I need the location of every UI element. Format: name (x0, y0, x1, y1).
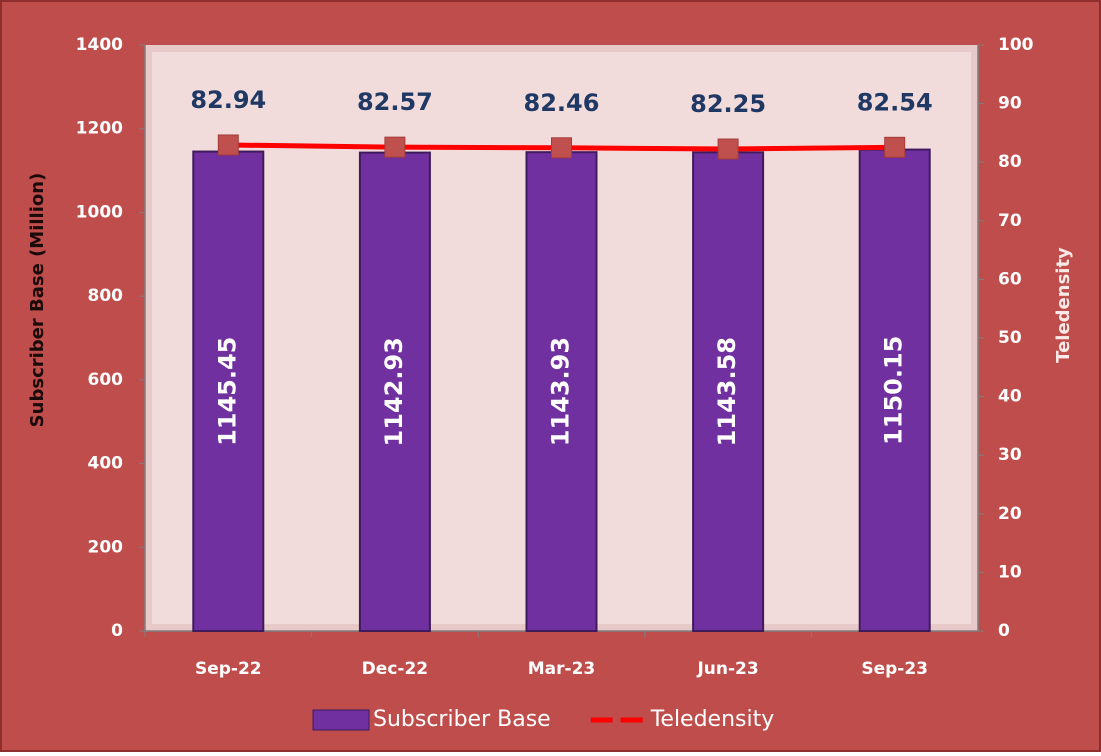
y2-tick-label: 40 (998, 387, 1022, 407)
y2-tick-label: 20 (998, 504, 1022, 524)
line-marker (551, 137, 572, 159)
y-tick-label: 1200 (76, 119, 123, 139)
line-marker (884, 136, 906, 158)
y-tick-label: 600 (88, 370, 124, 390)
line-value-label: 82.46 (524, 89, 600, 117)
y2-tick-label: 60 (998, 269, 1022, 289)
line-value-label: 82.25 (690, 90, 766, 118)
y-tick-label: 800 (88, 286, 124, 306)
legend-swatch (312, 709, 370, 731)
y-axis-title: Subscriber Base (Million) (27, 173, 48, 428)
y2-tick-label: 100 (998, 35, 1034, 55)
y2-axis-title: Teledensity (1053, 247, 1074, 363)
x-tick-label: Sep-22 (195, 659, 262, 679)
x-tick-label: Sep-23 (861, 659, 928, 679)
y-tick-label: 0 (111, 621, 123, 641)
bar (692, 151, 765, 632)
bar (525, 151, 598, 632)
y2-tick-label: 70 (998, 211, 1022, 231)
y2-tick-label: 80 (998, 152, 1022, 172)
y2-tick-label: 30 (998, 445, 1022, 465)
line-value-label: 82.57 (357, 88, 433, 116)
bar (858, 148, 931, 632)
bar (192, 150, 265, 632)
bar (358, 151, 431, 633)
legend-label: Subscriber Base (373, 707, 551, 732)
line-marker (217, 134, 239, 156)
y2-tick-label: 0 (998, 621, 1010, 641)
bar-value-label: 1145.45 (213, 337, 241, 446)
y2-tick-label: 90 (998, 94, 1022, 114)
line-marker (717, 138, 739, 160)
bar-value-label: 1142.93 (380, 337, 408, 446)
x-tick-label: Jun-23 (696, 659, 758, 679)
y2-tick-label: 10 (998, 562, 1022, 582)
line-value-label: 82.54 (857, 88, 933, 116)
y2-tick-label: 50 (998, 328, 1022, 348)
y-tick-label: 1400 (76, 35, 123, 55)
y-tick-label: 200 (88, 537, 124, 557)
legend-label: Teledensity (650, 707, 775, 732)
y-tick-label: 1000 (76, 202, 123, 222)
y-tick-label: 400 (88, 454, 124, 474)
x-tick-label: Mar-23 (528, 659, 596, 679)
x-tick-label: Dec-22 (362, 659, 428, 679)
bar-value-label: 1143.93 (547, 337, 575, 446)
bar-value-label: 1143.58 (713, 337, 741, 446)
bar-value-label: 1150.15 (880, 336, 908, 445)
line-marker (384, 136, 406, 158)
line-value-label: 82.94 (190, 86, 266, 114)
